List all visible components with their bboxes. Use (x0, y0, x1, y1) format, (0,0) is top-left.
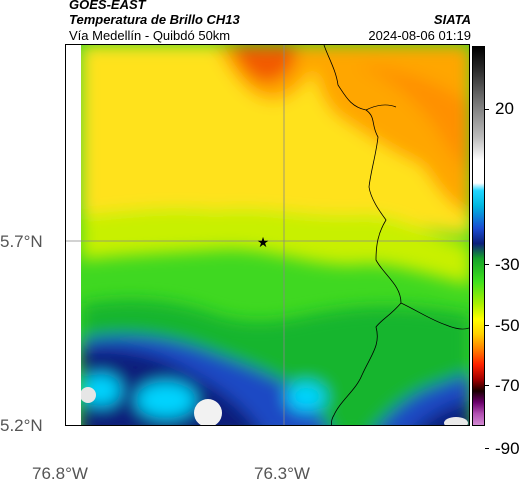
colorbar-tick: -50 (495, 316, 520, 335)
colorbar-tick: -90 (495, 439, 520, 458)
region-label: Vía Medellín - Quibdó 50km (69, 28, 231, 43)
datetime-label: 2024-08-06 01:19 (368, 28, 471, 43)
satellite-title: GOES-EAST (69, 0, 146, 12)
lon-label: 76.8°W (32, 464, 88, 483)
colorbar-tick: 20 (495, 99, 514, 118)
brightness-temperature-map: ★ (65, 44, 470, 426)
star-marker-icon: ★ (257, 235, 270, 251)
lat-label: 5.7°N (0, 232, 43, 251)
cold-cloud-top (80, 387, 96, 403)
colorbar-tick: -70 (495, 376, 520, 395)
source-label: SIATA (433, 12, 471, 27)
product-title: Temperatura de Brillo CH13 (69, 12, 240, 27)
temperature-field: ★ (66, 45, 469, 425)
lat-label: 5.2°N (0, 416, 43, 435)
border-line (365, 104, 397, 111)
temperature-colorbar (472, 46, 485, 426)
lon-label: 76.3°W (254, 464, 310, 483)
border-line (400, 302, 469, 330)
colorbar-tick: -30 (495, 255, 520, 274)
border-line (323, 45, 402, 425)
cold-cloud-top (194, 399, 222, 425)
cold-cloud-top (444, 417, 468, 425)
